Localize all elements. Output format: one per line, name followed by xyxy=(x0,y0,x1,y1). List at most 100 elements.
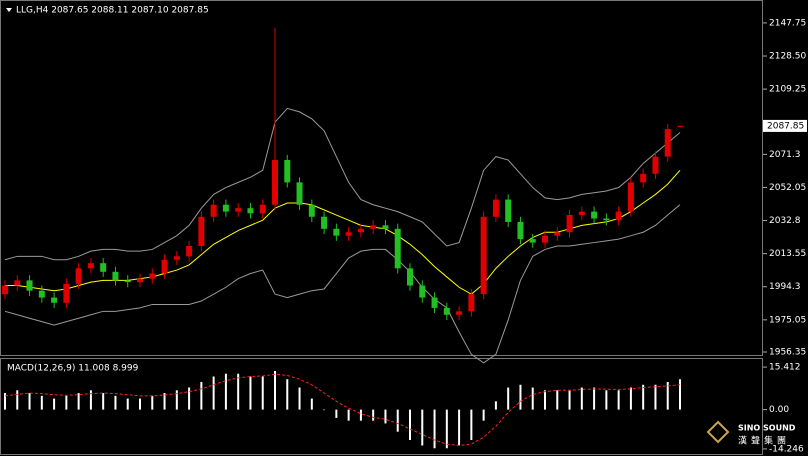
macd-bar xyxy=(629,387,632,410)
candle-body xyxy=(26,280,33,291)
candle-body xyxy=(333,228,340,236)
macd-bar xyxy=(568,390,571,410)
price-tag-label: 2087.85 xyxy=(767,121,804,131)
macd-bar xyxy=(531,387,534,410)
candle-body xyxy=(640,173,647,183)
indicator-line xyxy=(4,107,681,261)
y-tick-label: 2147.75 xyxy=(769,18,806,28)
macd-bar xyxy=(347,409,350,421)
logo xyxy=(706,420,730,444)
macd-bar xyxy=(556,390,559,410)
candle-body xyxy=(542,235,548,243)
macd-bar xyxy=(507,387,510,410)
candle-body xyxy=(456,311,463,315)
candle-body xyxy=(112,271,119,281)
macd-bar xyxy=(224,373,227,410)
macd-bar xyxy=(298,387,301,410)
candle-body xyxy=(480,216,487,295)
candle-body xyxy=(51,297,58,303)
macd-bar xyxy=(40,395,43,410)
candle-body xyxy=(272,160,278,205)
candle-body xyxy=(75,268,82,284)
y-tick-label: 1975.05 xyxy=(769,315,806,325)
macd-bar xyxy=(286,379,289,410)
macd-bar xyxy=(261,376,264,410)
macd-bar xyxy=(593,387,596,410)
macd-bar xyxy=(409,409,411,440)
y-tick-label: 2052.05 xyxy=(769,183,806,193)
candle-body xyxy=(198,216,205,246)
brand-name: 漢聲集團 xyxy=(738,435,790,447)
candle-body xyxy=(677,125,683,127)
macd-bar xyxy=(335,409,338,418)
macd-bar xyxy=(65,395,68,410)
candle-body xyxy=(222,204,229,212)
candle-body xyxy=(468,294,475,312)
macd-bar xyxy=(458,409,461,446)
macd-bar xyxy=(654,384,657,410)
macd-bar xyxy=(274,370,276,410)
macd-bar xyxy=(519,384,522,410)
macd-bar xyxy=(53,398,56,410)
macd-bar xyxy=(114,395,117,410)
candle-body xyxy=(431,297,438,308)
macd-bar xyxy=(679,379,681,410)
candle-body xyxy=(235,208,242,212)
watermark: SINO SOUND 漢聲集團 xyxy=(706,420,796,447)
y-tick-label: 0.00 xyxy=(769,405,789,415)
menu-arrow[interactable] xyxy=(6,8,12,12)
candle-body xyxy=(603,218,610,221)
macd-bar xyxy=(102,393,105,410)
candle-body xyxy=(419,285,426,298)
brand: SINO SOUND xyxy=(738,424,796,433)
candle-body xyxy=(443,307,450,315)
macd-bar xyxy=(482,409,485,421)
macd-bar xyxy=(642,384,645,410)
candle-body xyxy=(284,160,291,183)
macd-bar xyxy=(126,398,129,410)
candle-body xyxy=(38,290,45,298)
candle-body xyxy=(492,199,499,217)
candle-body xyxy=(161,259,168,274)
macd-bar xyxy=(372,409,375,421)
macd-bar xyxy=(188,387,191,410)
y-tick-label: 15.412 xyxy=(769,363,801,373)
macd-bar xyxy=(359,409,362,421)
candle-body xyxy=(2,285,8,295)
macd-bar xyxy=(544,390,546,410)
y-tick-label: 2109.25 xyxy=(769,85,806,95)
y-tick-label: 2032.8 xyxy=(769,216,801,226)
candle-body xyxy=(345,232,352,236)
macd-bar xyxy=(249,376,252,410)
macd-frame xyxy=(0,358,763,455)
y-tick-label: 2013.55 xyxy=(769,249,806,259)
macd-bar xyxy=(77,393,80,410)
candle-body xyxy=(173,256,180,260)
signal-line xyxy=(4,373,681,447)
candle-body xyxy=(63,283,70,303)
macd-bar xyxy=(151,395,154,410)
candle-body xyxy=(615,211,622,221)
y-tick-label: -14.246 xyxy=(769,444,804,454)
macd-bar xyxy=(384,409,387,424)
macd-bar xyxy=(323,409,326,411)
candle-body xyxy=(664,129,671,157)
macd-bar xyxy=(580,387,583,410)
candle-body xyxy=(394,228,401,269)
macd-bar xyxy=(200,382,203,410)
macd-bar xyxy=(212,376,215,410)
candle-body xyxy=(259,204,266,214)
candle-body xyxy=(87,263,94,269)
candle-body xyxy=(517,221,524,240)
main-title: LLG,H4 2087.65 2088.11 2087.10 2087.85 xyxy=(16,6,209,16)
main-frame xyxy=(0,0,763,356)
candle-body xyxy=(554,232,561,236)
macd-bar xyxy=(396,409,399,432)
indicator-line xyxy=(5,170,681,295)
candle-body xyxy=(529,239,536,243)
candle-body xyxy=(100,263,107,272)
candle-body xyxy=(566,215,573,233)
macd-bar xyxy=(421,409,424,446)
y-tick-label: 1994.3 xyxy=(769,282,801,292)
candle-body xyxy=(137,278,143,283)
